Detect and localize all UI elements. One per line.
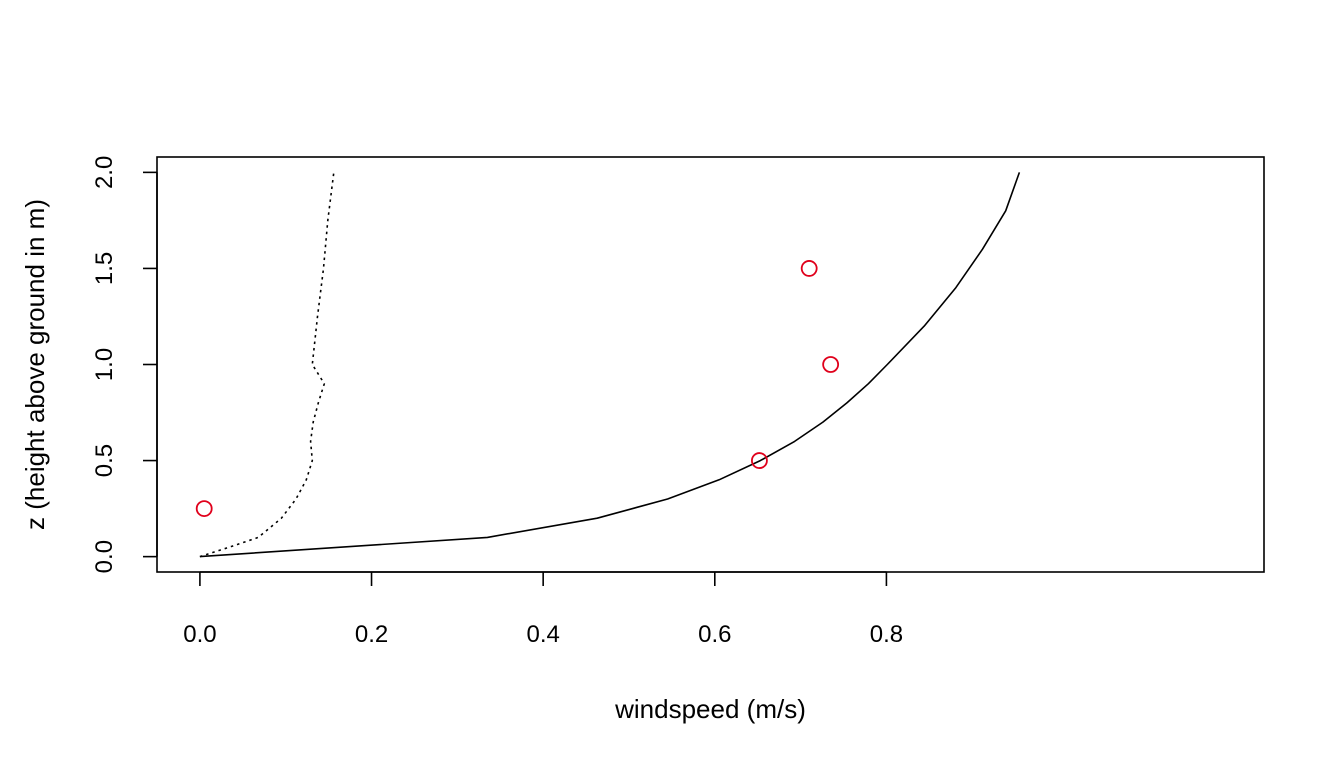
plot-frame [156, 156, 1265, 573]
y-tick-label: 0.0 [91, 540, 118, 573]
x-tick-label: 0.0 [183, 621, 216, 648]
observed-point [822, 356, 840, 373]
x-tick-label: 0.6 [698, 621, 731, 648]
y-axis-label: z (height above ground in m) [20, 199, 50, 530]
y-tick-label: 0.5 [91, 444, 118, 477]
observed-point [800, 260, 818, 277]
x-axis: 0.0 0.2 0.4 0.6 0.8 [183, 571, 903, 648]
y-tick-label: 1.5 [91, 252, 118, 285]
solid-profile-line [199, 172, 1021, 558]
x-axis-label: windspeed (m/s) [614, 694, 806, 724]
x-tick-label: 0.8 [870, 621, 903, 648]
data-marks [195, 172, 1021, 558]
y-tick-label: 1.0 [91, 348, 118, 381]
x-tick-label: 0.2 [355, 621, 388, 648]
dotted-profile-line [199, 172, 335, 558]
observed-point [195, 500, 213, 517]
y-axis: 0.0 0.5 1.0 1.5 2.0 [91, 156, 158, 573]
observed-point [751, 452, 768, 469]
x-tick-label: 0.4 [526, 621, 559, 648]
y-tick-label: 2.0 [91, 156, 118, 189]
